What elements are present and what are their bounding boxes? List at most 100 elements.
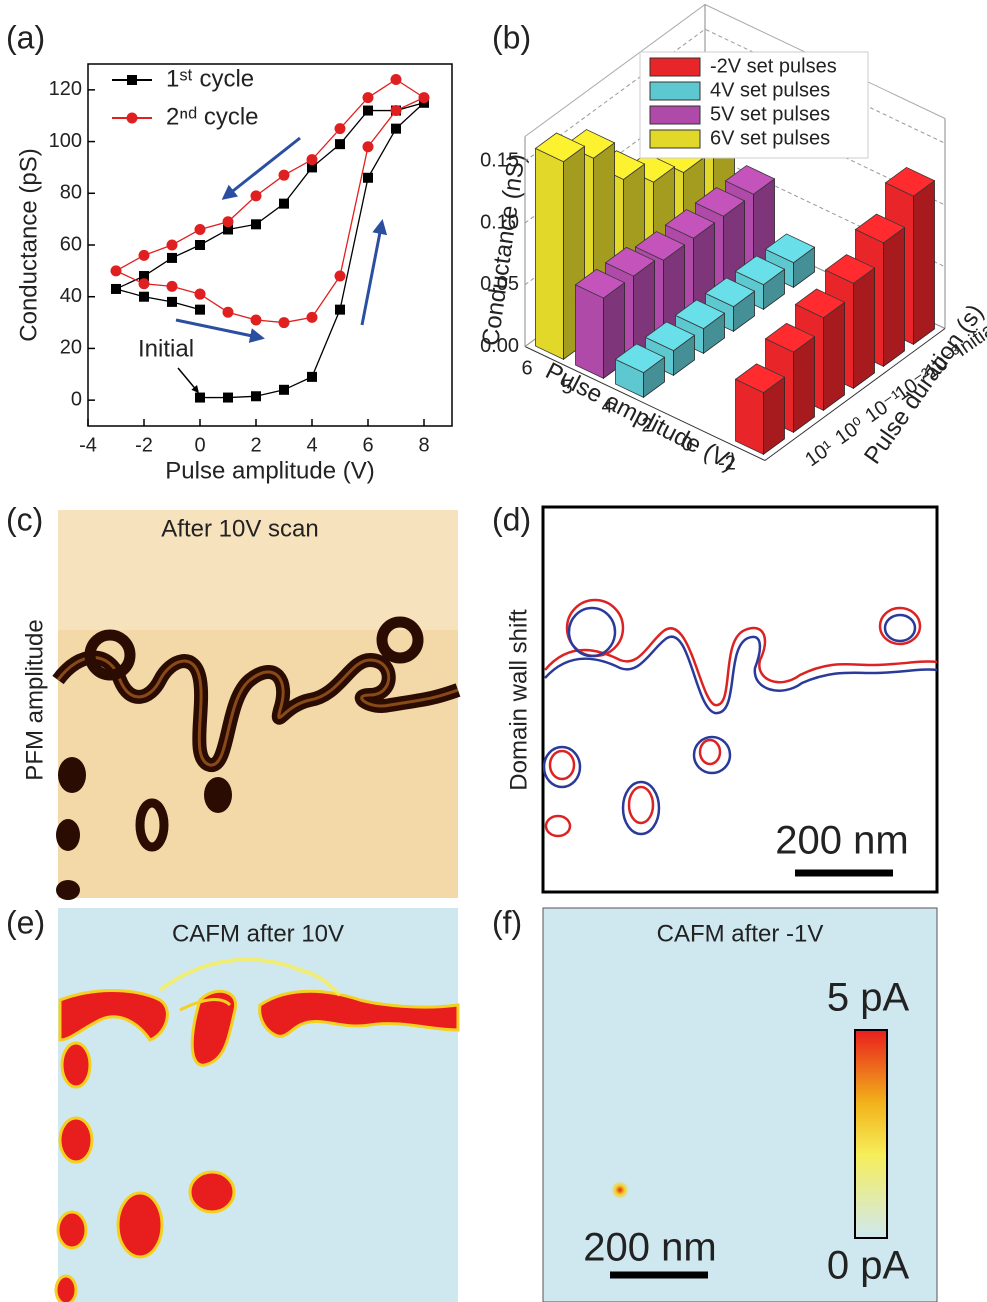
marker (391, 123, 401, 134)
marker (194, 288, 206, 300)
current-region (188, 1170, 236, 1214)
current-edge (158, 957, 342, 997)
bar-top (704, 277, 756, 308)
panel-label: (b) (492, 19, 531, 55)
marker (390, 74, 402, 86)
grid-line (524, 90, 946, 224)
legend-swatch (649, 129, 701, 149)
y-tick-label: 20 (60, 337, 82, 359)
y-tick-label: 100 (49, 130, 82, 152)
marker (222, 306, 234, 318)
current-region (190, 989, 238, 1067)
bar-top (734, 255, 786, 286)
wall-loop (878, 606, 922, 646)
legend-marker (126, 112, 138, 124)
image-title: CAFM after 10V (172, 920, 344, 947)
bar-side (883, 226, 905, 368)
domain-dot (204, 777, 232, 813)
colorbar (854, 1029, 888, 1239)
bar-side (823, 301, 845, 412)
bar-side (913, 179, 935, 346)
current-spot (611, 1181, 629, 1199)
current-region (54, 1274, 78, 1302)
z-tick-label: 0.00 (480, 335, 519, 357)
y-axis-title: Conductance (pS) (15, 148, 42, 341)
marker (279, 384, 289, 395)
image-title: After 10V scan (161, 515, 318, 542)
y-tick-label: 60 (60, 233, 82, 255)
marker (250, 190, 262, 202)
x-axis-title: Pulse amplitude (V) (165, 457, 374, 484)
bar-top (724, 165, 776, 195)
z-axis-title: Conductance (nS) (477, 152, 531, 347)
panel-label: (e) (6, 904, 45, 940)
domain-loop (135, 798, 169, 852)
marker (250, 314, 262, 326)
bar-top (764, 233, 816, 264)
x-tick-label: 6 (521, 357, 532, 379)
marker (362, 92, 374, 104)
domain-dot (56, 880, 80, 900)
wall-after (544, 635, 938, 715)
bar-top (694, 187, 746, 217)
wall-loop (621, 780, 661, 836)
legend-label: -2V set pulses (710, 55, 837, 77)
marker (194, 223, 206, 235)
x-tick-label: -2 (135, 434, 153, 456)
annotation: Initial (138, 335, 194, 362)
bar-top (644, 321, 696, 352)
arrow (221, 136, 301, 200)
bar-front (535, 147, 564, 360)
bar-top (674, 299, 726, 330)
marker (223, 392, 233, 403)
current-regions (54, 989, 460, 1302)
marker (222, 216, 234, 228)
image-background (58, 908, 458, 1302)
floor-edge (764, 328, 946, 461)
bar-top (574, 268, 626, 299)
marker (306, 154, 318, 166)
marker (110, 265, 122, 277)
image-shade (58, 510, 458, 630)
y-tick-label: 10¹ (801, 436, 838, 471)
legend-swatch (649, 81, 701, 101)
marker (139, 271, 149, 282)
current-region (258, 989, 460, 1038)
domain-loop (84, 629, 136, 681)
legend-label: 6V set pulses (710, 127, 830, 149)
series-line (114, 78, 426, 324)
legend-swatch (649, 105, 701, 125)
marker (307, 162, 317, 173)
wall-before (544, 626, 938, 707)
legend-label: 1ˢᵗ cycle (166, 65, 254, 92)
marker (138, 278, 150, 290)
marker (363, 172, 373, 183)
current-region (60, 1041, 92, 1089)
domain-dot (58, 757, 86, 793)
wall-loop (544, 814, 572, 838)
bar-top (734, 363, 786, 394)
marker (334, 270, 346, 282)
x-tick-label: 4 (306, 434, 317, 456)
bar-side (853, 267, 875, 390)
marker (251, 219, 261, 230)
bar-top (664, 209, 716, 239)
bar-top (614, 343, 666, 374)
current-region (56, 1210, 88, 1250)
marker (278, 169, 290, 181)
bar-front (575, 284, 604, 379)
legend-label: 4V set pulses (710, 79, 830, 101)
y-tick-label: 0 (71, 388, 82, 410)
domain-wall-core (56, 656, 459, 767)
marker (195, 392, 205, 403)
y-tick-label: 80 (60, 182, 82, 204)
marker (138, 249, 150, 261)
image-title: CAFM after -1V (657, 920, 824, 947)
floor-edge (524, 346, 766, 461)
colorbar-min-label: 0 pA (827, 1244, 910, 1288)
legend-label: 2ⁿᵈ cycle (166, 103, 259, 130)
marker (362, 141, 374, 153)
z-tick-label: 0.10 (480, 211, 519, 233)
bar-top (884, 166, 936, 197)
